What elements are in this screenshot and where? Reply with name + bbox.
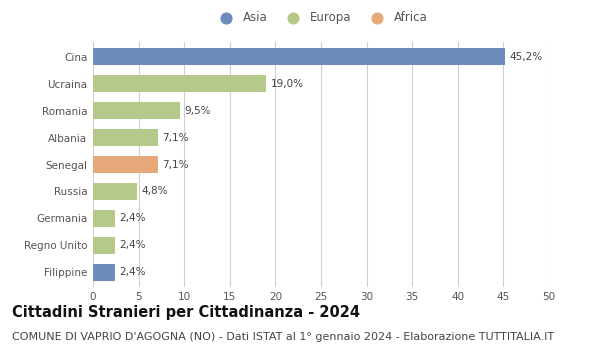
Text: Cittadini Stranieri per Cittadinanza - 2024: Cittadini Stranieri per Cittadinanza - 2… xyxy=(12,304,360,320)
Bar xyxy=(93,210,115,227)
Text: 7,1%: 7,1% xyxy=(163,160,189,169)
Bar xyxy=(93,75,266,92)
Bar xyxy=(93,102,179,119)
Text: 19,0%: 19,0% xyxy=(271,79,304,89)
Text: 9,5%: 9,5% xyxy=(184,106,211,116)
Bar xyxy=(93,129,158,146)
Text: 7,1%: 7,1% xyxy=(163,133,189,142)
Bar xyxy=(93,264,115,281)
Legend: Asia, Europa, Africa: Asia, Europa, Africa xyxy=(212,9,430,26)
Bar xyxy=(93,156,158,173)
Text: COMUNE DI VAPRIO D'AGOGNA (NO) - Dati ISTAT al 1° gennaio 2024 - Elaborazione TU: COMUNE DI VAPRIO D'AGOGNA (NO) - Dati IS… xyxy=(12,332,554,343)
Text: 2,4%: 2,4% xyxy=(119,214,146,223)
Text: 2,4%: 2,4% xyxy=(119,240,146,250)
Bar xyxy=(93,237,115,254)
Text: 4,8%: 4,8% xyxy=(142,187,168,196)
Bar xyxy=(93,48,505,65)
Bar xyxy=(93,183,137,200)
Text: 45,2%: 45,2% xyxy=(510,52,543,62)
Text: 2,4%: 2,4% xyxy=(119,267,146,277)
